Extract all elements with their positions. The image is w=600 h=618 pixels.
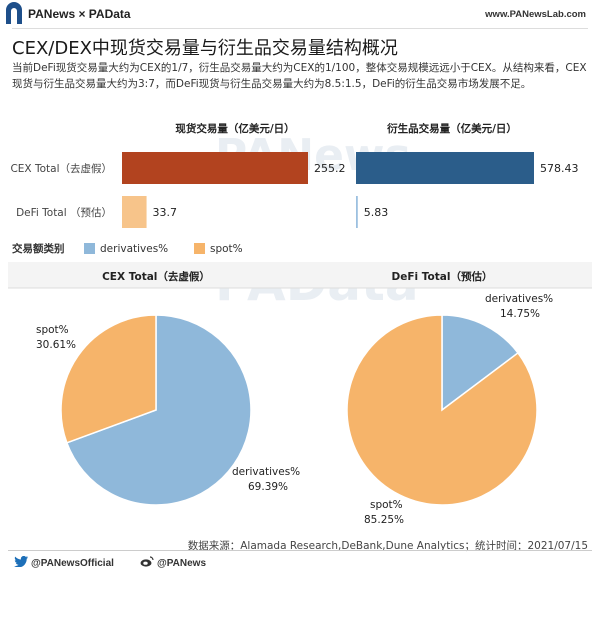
footer-divider (8, 550, 592, 551)
twitter-icon (14, 556, 28, 567)
legend-label-spot: spot% (210, 243, 243, 255)
site-url[interactable]: www.PANewsLab.com (485, 9, 586, 20)
twitter-handle-text: @PANewsOfficial (31, 558, 114, 569)
defi-label-name: derivatives% (485, 293, 553, 305)
defi-label-value: 85.25% (364, 514, 404, 526)
page-title: CEX/DEX中现货交易量与衍生品交易量结构概况 (12, 38, 398, 59)
twitter-handle[interactable]: @PANewsOfficial (14, 556, 114, 569)
legend-label-derivatives: derivatives% (100, 243, 168, 255)
cex-pie-title: CEX Total（去虚假） (102, 270, 210, 283)
weibo-handle-text: @PANews (157, 558, 207, 569)
legend-swatch-derivatives (84, 243, 95, 254)
legend-title: 交易额类别 (12, 242, 65, 255)
data-source: 数据来源：Alamada Research,DeBank,Dune Analyt… (187, 540, 588, 552)
spot-bar (122, 152, 308, 184)
panews-logo-icon (6, 2, 22, 24)
spot-bar-value: 255.2 (314, 162, 346, 175)
weibo-icon (140, 556, 154, 567)
defi-slice-derivatives (441, 314, 520, 412)
cex-label-name: spot% (36, 324, 69, 336)
cex-slice-spot (60, 314, 157, 444)
legend-swatch-spot (194, 243, 205, 254)
spot-bar (122, 196, 147, 228)
spot-series-header: 现货交易量（亿美元/日） (175, 122, 294, 135)
derivatives-bar (356, 152, 534, 184)
weibo-handle[interactable]: @PANews (140, 556, 206, 569)
defi-slice-spot (346, 314, 538, 506)
derivatives-bar-value: 578.43 (540, 162, 579, 175)
cex-label-value: 30.61% (36, 339, 76, 351)
bar-category-label: DeFi Total （预估） (16, 206, 112, 219)
cex-label-name: derivatives% (232, 466, 300, 478)
footer: @PANewsOfficial @PANews (0, 550, 600, 572)
cex-slice-derivatives (65, 314, 252, 506)
bar-category-label: CEX Total（去虚假） (10, 162, 112, 175)
derivatives-bar (356, 196, 358, 228)
spot-bar-value: 33.7 (153, 206, 178, 219)
defi-label-name: spot% (370, 499, 403, 511)
brand-text: PANews × PAData (28, 7, 131, 21)
cex-label-value: 69.39% (248, 481, 288, 493)
derivatives-bar-value: 5.83 (364, 206, 389, 219)
page-subtitle: 当前DeFi现货交易量大约为CEX的1/7，衍生品交易量大约为CEX的1/100… (12, 62, 587, 90)
pie-panel-header-band (8, 262, 592, 288)
header: PANews × PAData www.PANewsLab.com (0, 0, 600, 30)
defi-label-value: 14.75% (500, 308, 540, 320)
derivatives-series-header: 衍生品交易量（亿美元/日） (386, 122, 517, 135)
chart-canvas: PANewsPAData现货交易量（亿美元/日）衍生品交易量（亿美元/日）CEX… (8, 122, 592, 526)
header-divider (12, 28, 588, 29)
defi-pie-title: DeFi Total（预估） (392, 270, 493, 283)
